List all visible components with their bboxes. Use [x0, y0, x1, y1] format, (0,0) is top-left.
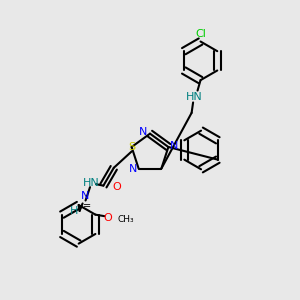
Text: N: N [81, 191, 90, 201]
Text: HN: HN [186, 92, 203, 101]
Text: O: O [103, 213, 112, 223]
Text: CH₃: CH₃ [118, 214, 134, 224]
Text: =: = [83, 201, 91, 212]
Text: HN: HN [83, 178, 100, 188]
Text: Cl: Cl [195, 29, 206, 39]
Text: S: S [128, 142, 135, 152]
Text: N: N [138, 127, 147, 137]
Text: H: H [70, 206, 78, 216]
Text: O: O [112, 182, 121, 192]
Text: N: N [170, 140, 178, 151]
Text: N: N [128, 164, 137, 174]
